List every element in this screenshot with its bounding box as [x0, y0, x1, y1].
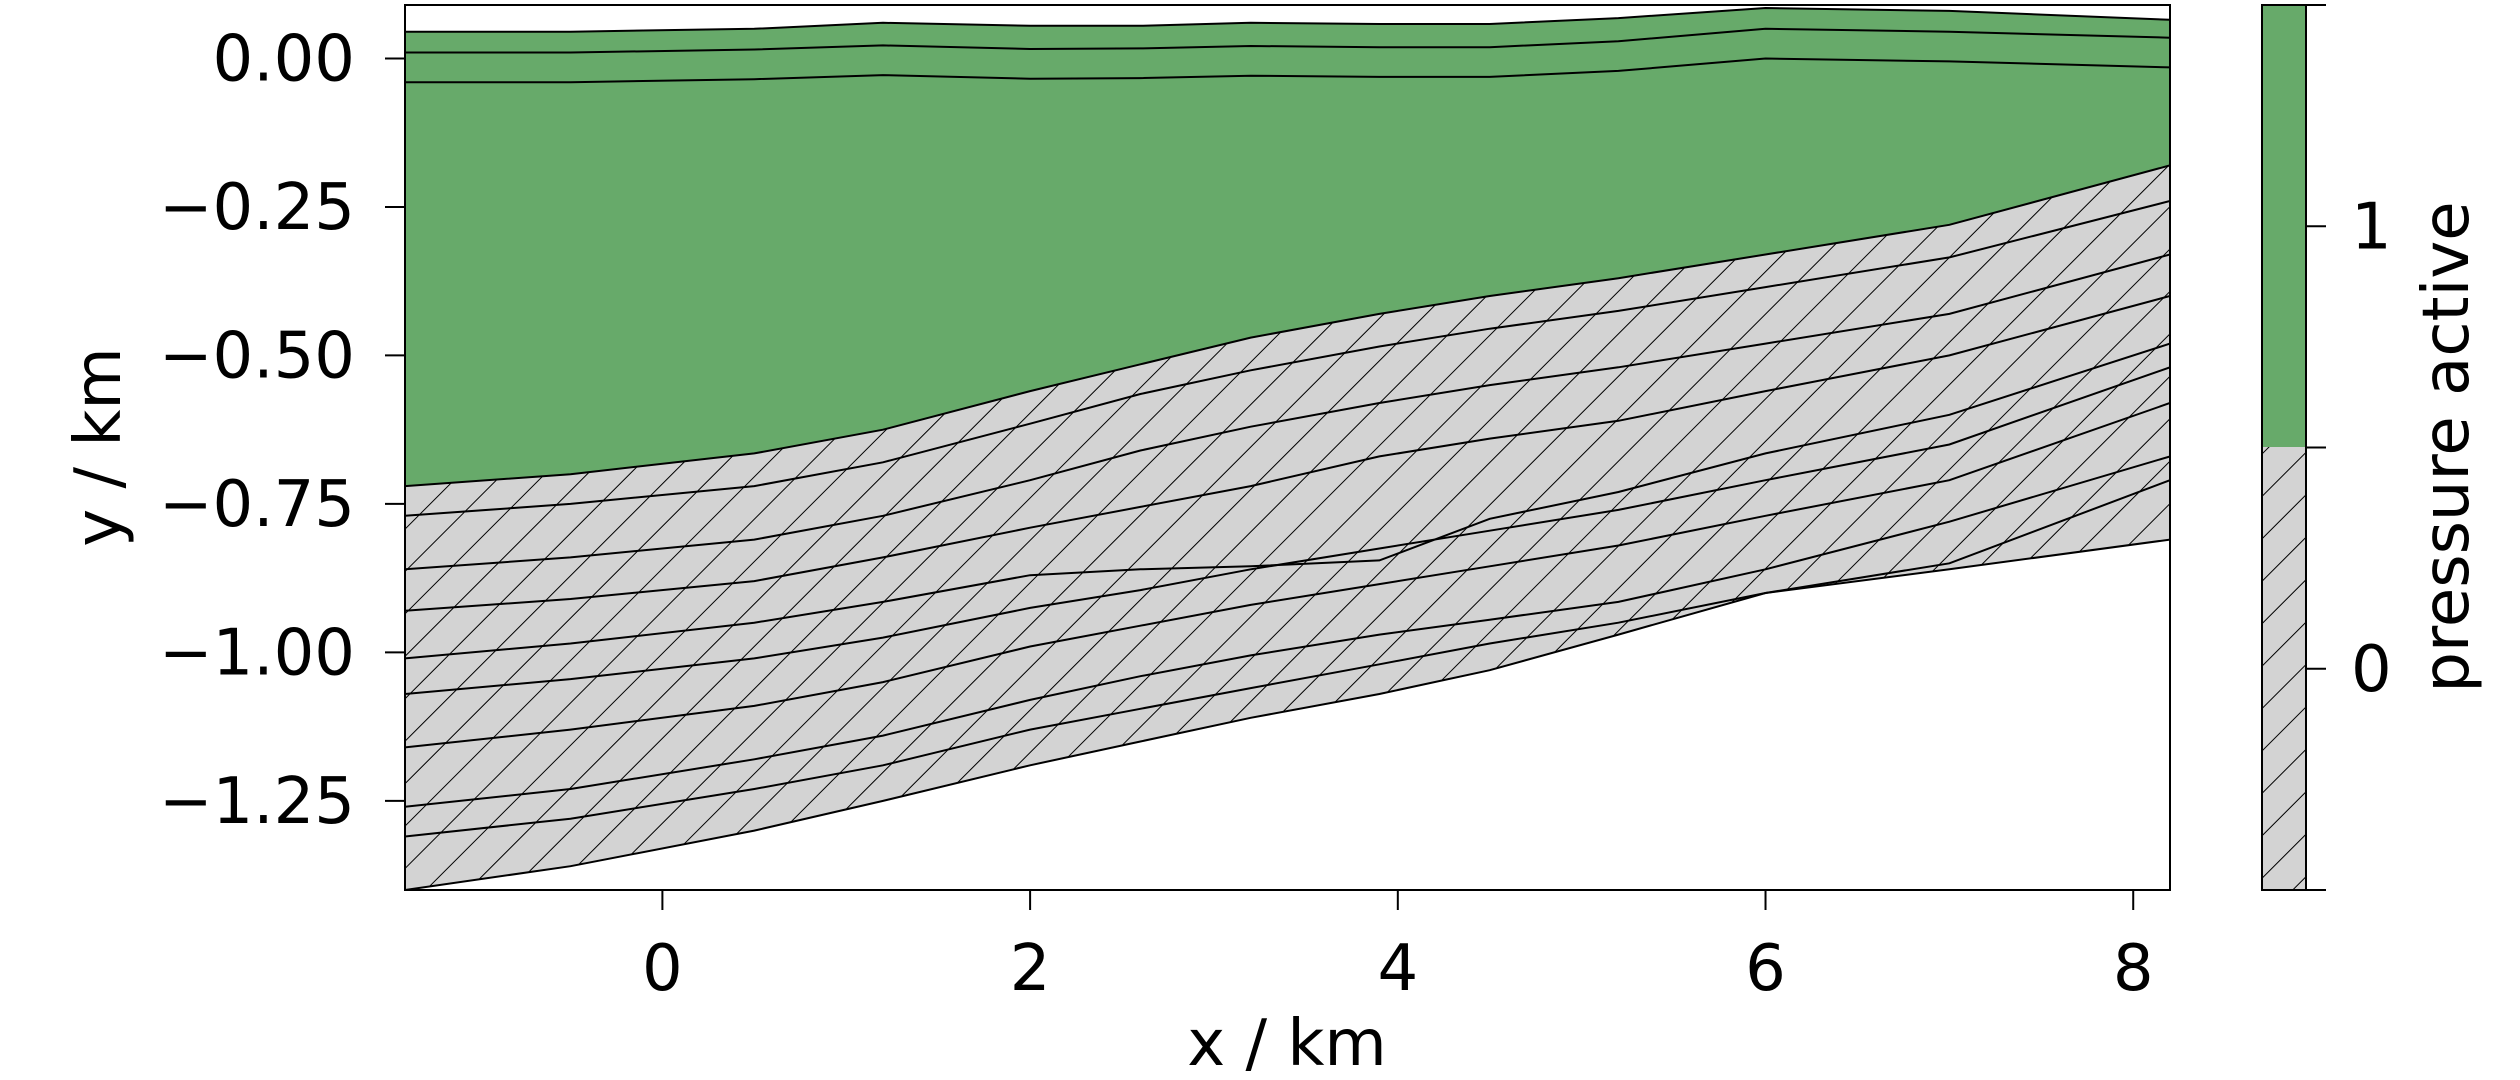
y-tick-label: −0.25 — [159, 171, 355, 245]
layer-interface-i8 — [405, 366, 2170, 695]
layer-interface-active-bottom — [405, 164, 2170, 488]
colorbar: 10 pressure active — [2261, 4, 2484, 891]
layer-interface-i6 — [405, 295, 2170, 612]
y-axis: 0.00 −0.25 −0.50 −0.75 −1.00 −1.25 — [159, 22, 405, 839]
layer-interface-i5 — [405, 253, 2170, 571]
inactive-region — [405, 165, 2170, 890]
regions — [405, 8, 2170, 890]
y-axis-label: y / km — [62, 347, 136, 547]
layer-interface-i1 — [405, 27, 2170, 54]
y-tick-label: −0.75 — [159, 468, 355, 542]
x-tick-label: 2 — [1010, 932, 1051, 1006]
colorbar-ticks: 10 — [2306, 4, 2392, 891]
active-region — [405, 8, 2170, 487]
colorbar-label: pressure active — [2410, 201, 2484, 692]
plot-frame — [404, 4, 2171, 891]
x-axis-label: x / km — [1187, 1007, 1387, 1080]
layer-interface-i4 — [405, 200, 2170, 517]
colorbar-inactive-class — [2262, 447, 2306, 890]
plot-area — [405, 6, 2170, 890]
y-tick-label: −1.25 — [159, 765, 355, 839]
interfaces — [405, 6, 2170, 890]
colorbar-tick-label: 1 — [2351, 190, 2392, 264]
layer-interface-i7 — [405, 342, 2170, 660]
colorbar-active-class — [2262, 5, 2306, 447]
y-tick-label: 0.00 — [213, 22, 356, 96]
y-tick-label: −1.00 — [159, 616, 355, 690]
y-tick-label: −0.50 — [159, 319, 355, 393]
x-tick-label: 6 — [1745, 932, 1786, 1006]
colorbar-tick-label: 0 — [2351, 633, 2392, 707]
layer-interface-top — [405, 6, 2170, 33]
layer-interface-bottom — [405, 538, 2170, 890]
x-tick-label: 4 — [1377, 932, 1418, 1006]
x-tick-label: 8 — [2113, 932, 2154, 1006]
layer-interface-i10 — [405, 455, 2170, 808]
x-tick-label: 0 — [642, 932, 683, 1006]
layer-interface-i2 — [405, 57, 2170, 84]
layer-interface-i9 — [405, 402, 2170, 749]
x-axis: 0 2 4 6 8 — [642, 890, 2154, 1006]
